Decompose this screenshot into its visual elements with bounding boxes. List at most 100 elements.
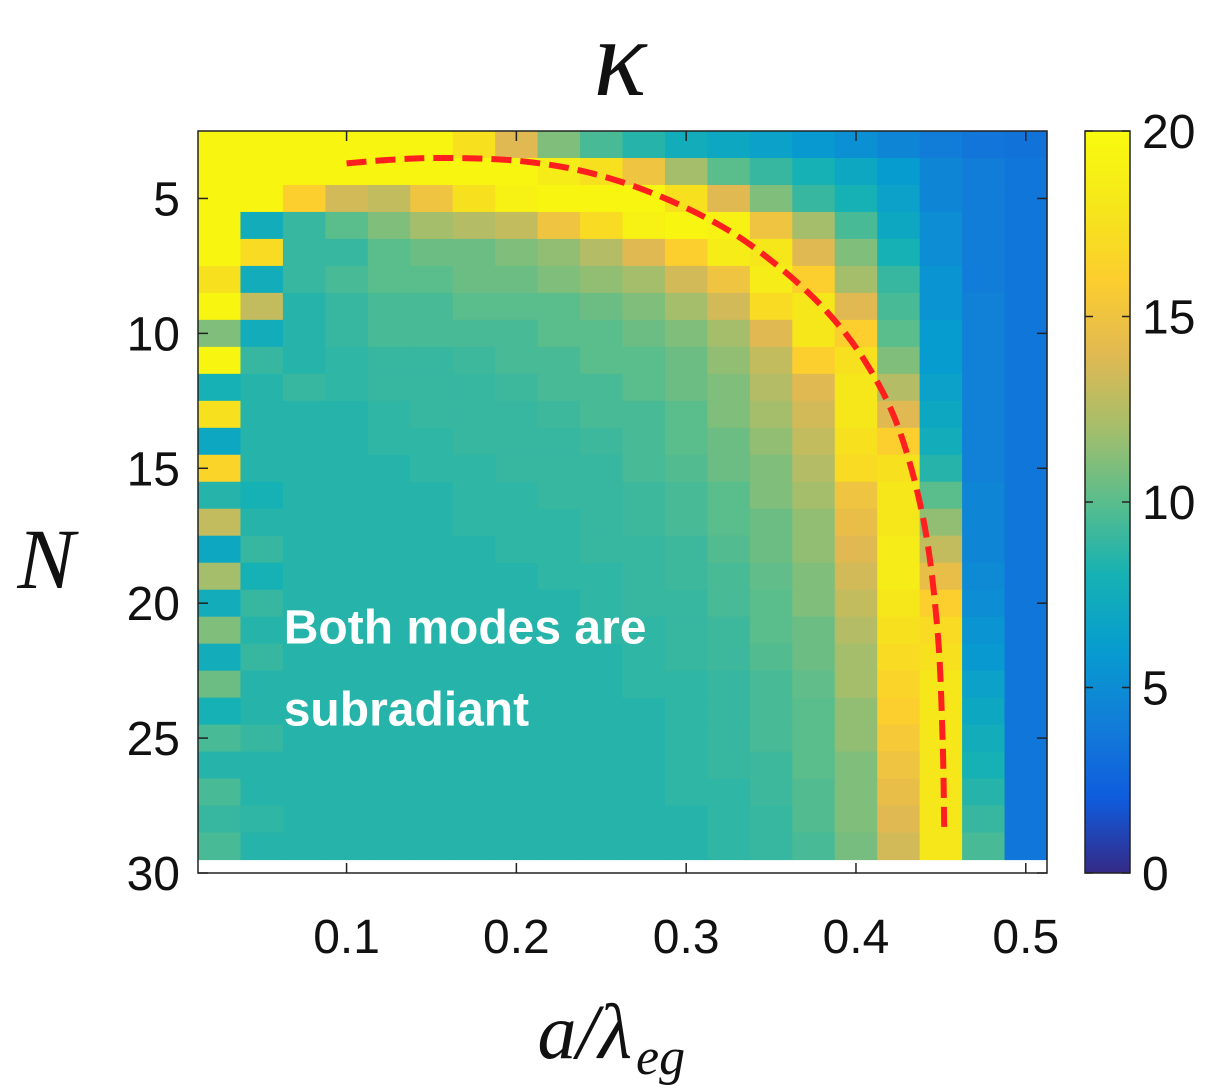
heatmap-cell xyxy=(367,400,411,429)
heatmap-cell xyxy=(240,238,284,267)
heatmap-cell xyxy=(240,616,284,645)
heatmap-cell xyxy=(410,454,454,483)
heatmap-cell xyxy=(664,319,708,348)
heatmap-cell xyxy=(282,616,326,645)
heatmap-cell xyxy=(580,508,624,537)
heatmap-cell xyxy=(834,535,878,564)
heatmap-cell xyxy=(537,319,581,348)
heatmap-cell xyxy=(410,292,454,321)
heatmap-cell xyxy=(537,211,581,240)
heatmap-cell xyxy=(962,751,1006,780)
x-tick-label: 0.2 xyxy=(483,911,550,964)
heatmap-cell xyxy=(792,832,836,861)
heatmap-cell xyxy=(580,562,624,591)
heatmap-cell xyxy=(749,373,793,402)
heatmap-cell xyxy=(919,157,963,186)
heatmap-cell xyxy=(410,131,454,159)
heatmap-cell xyxy=(367,481,411,510)
heatmap-cell xyxy=(749,589,793,618)
heatmap-cell xyxy=(1004,832,1048,861)
heatmap-cell xyxy=(622,373,666,402)
heatmap-cell xyxy=(1004,211,1048,240)
heatmap-cell xyxy=(664,589,708,618)
heatmap-cell xyxy=(198,535,242,564)
heatmap-cell xyxy=(919,373,963,402)
heatmap-cell xyxy=(834,616,878,645)
heatmap-cell xyxy=(877,157,921,186)
heatmap-cell xyxy=(537,535,581,564)
heatmap-cell xyxy=(367,346,411,375)
heatmap-cell xyxy=(792,373,836,402)
heatmap-cell xyxy=(495,319,539,348)
heatmap-cell xyxy=(367,508,411,537)
heatmap-cell xyxy=(877,643,921,672)
heatmap-cell xyxy=(240,481,284,510)
heatmap-cell xyxy=(1004,400,1048,429)
heatmap-cell xyxy=(198,778,242,807)
heatmap-cell xyxy=(495,454,539,483)
heatmap-cell xyxy=(367,211,411,240)
heatmap-cell xyxy=(410,481,454,510)
heatmap-cell xyxy=(410,508,454,537)
heatmap-cell xyxy=(792,211,836,240)
heatmap-cell xyxy=(325,373,369,402)
heatmap-cell xyxy=(664,238,708,267)
heatmap-cell xyxy=(919,832,963,861)
heatmap-cell xyxy=(877,535,921,564)
heatmap-cell xyxy=(240,751,284,780)
heatmap-cell xyxy=(1004,535,1048,564)
colorbar-tick-label: 5 xyxy=(1142,663,1169,716)
heatmap-cell xyxy=(707,805,751,834)
heatmap-cell xyxy=(962,643,1006,672)
heatmap-cell xyxy=(877,589,921,618)
heatmap-cell xyxy=(962,319,1006,348)
heatmap-cell xyxy=(792,724,836,753)
heatmap-cell xyxy=(749,400,793,429)
heatmap-cell xyxy=(240,805,284,834)
heatmap-cell xyxy=(707,265,751,294)
annotation-line-1: Both modes are xyxy=(284,602,647,655)
heatmap-cell xyxy=(495,562,539,591)
heatmap-cell xyxy=(240,265,284,294)
heatmap-cell xyxy=(707,778,751,807)
heatmap-cell xyxy=(707,131,751,159)
heatmap-cell xyxy=(495,535,539,564)
heatmap-cell xyxy=(962,697,1006,726)
heatmap-cell xyxy=(622,616,666,645)
heatmap-cell xyxy=(707,751,751,780)
heatmap-cell xyxy=(367,589,411,618)
heatmap-cell xyxy=(707,157,751,186)
heatmap-cell xyxy=(707,184,751,213)
heatmap-cell xyxy=(282,643,326,672)
heatmap-cell xyxy=(580,373,624,402)
heatmap-cell xyxy=(707,454,751,483)
y-tick-label: 5 xyxy=(153,173,180,226)
heatmap-cell xyxy=(240,535,284,564)
heatmap-cell xyxy=(367,643,411,672)
heatmap-cell xyxy=(919,292,963,321)
heatmap-cell xyxy=(622,238,666,267)
heatmap-cell xyxy=(664,562,708,591)
heatmap-cell xyxy=(834,400,878,429)
heatmap-cell xyxy=(580,535,624,564)
heatmap-cell xyxy=(537,184,581,213)
heatmap-cell xyxy=(962,454,1006,483)
heatmap-cell xyxy=(877,616,921,645)
heatmap-cell xyxy=(580,427,624,456)
heatmap-cell xyxy=(452,427,496,456)
heatmap-cell xyxy=(707,562,751,591)
heatmap-cell xyxy=(537,616,581,645)
heatmap-cell xyxy=(410,184,454,213)
y-tick-label: 10 xyxy=(127,308,180,361)
heatmap-cell xyxy=(240,131,284,159)
heatmap-cell xyxy=(240,643,284,672)
heatmap-cell xyxy=(325,427,369,456)
heatmap-cell xyxy=(367,427,411,456)
heatmap-cell xyxy=(707,373,751,402)
heatmap-cell xyxy=(198,400,242,429)
heatmap-cell xyxy=(962,373,1006,402)
heatmap-cell xyxy=(410,562,454,591)
heatmap-cell xyxy=(282,373,326,402)
heatmap-cell xyxy=(325,508,369,537)
